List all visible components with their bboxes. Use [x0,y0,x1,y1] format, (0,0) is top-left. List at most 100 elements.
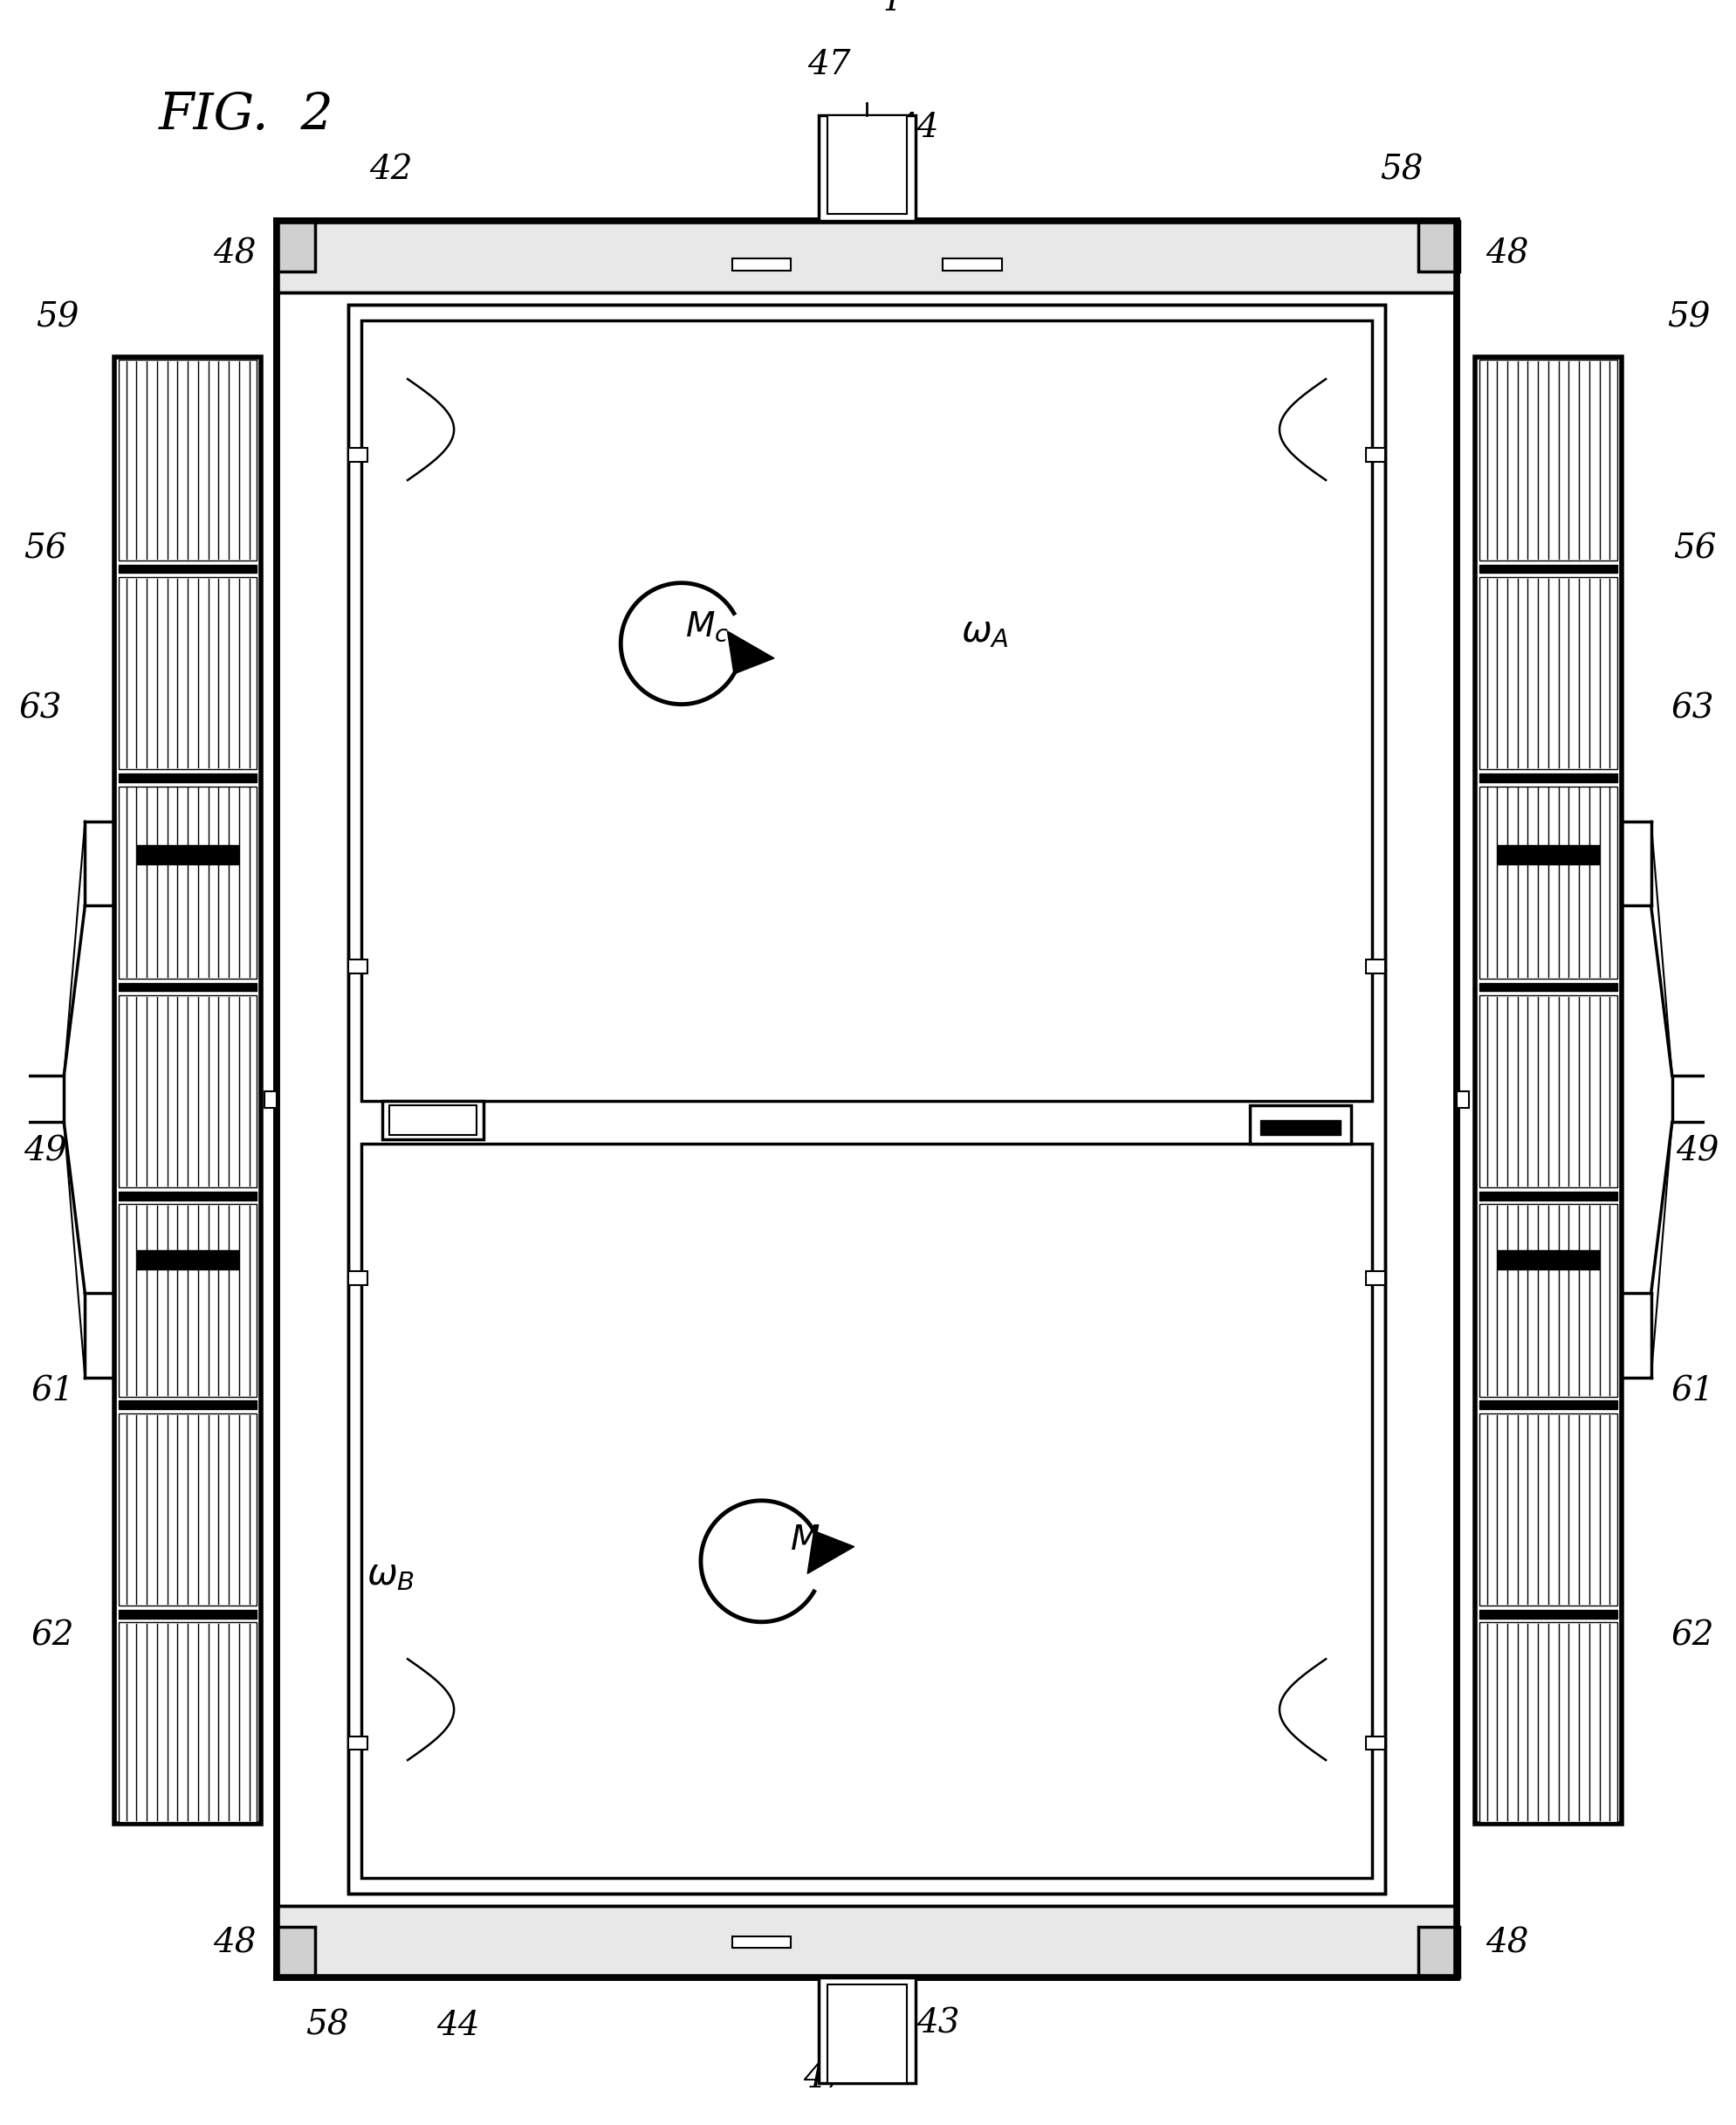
Bar [118,1624,257,1821]
Text: 58: 58 [306,2010,349,2042]
Text: 47: 47 [807,49,851,81]
Text: 57: 57 [970,423,1014,457]
Text: 44: 44 [1262,769,1305,801]
Bar [1366,1271,1384,1286]
Bar [1479,578,1616,769]
Bar [115,357,260,1823]
Bar [264,1090,278,1107]
Bar [349,1736,366,1751]
Bar [826,115,906,215]
Bar [118,1205,257,1396]
Bar [118,995,257,1188]
Bar [1479,1413,1616,1606]
Text: 48: 48 [1484,1927,1528,1959]
Bar [278,221,1457,1978]
Text: 49: 49 [934,1785,976,1817]
Text: 48: 48 [1484,238,1528,270]
Text: 62: 62 [1670,1619,1713,1653]
Text: 49: 49 [1675,1135,1719,1169]
Bar [274,1927,314,1978]
Bar [1479,578,1616,769]
Text: 51: 51 [719,988,762,1020]
Bar [278,221,1457,293]
Text: 57: 57 [479,423,521,457]
Text: 59: 59 [1667,302,1710,334]
Bar [1250,1105,1351,1143]
Bar [118,1413,257,1606]
Text: 49: 49 [597,1781,639,1813]
Bar [818,1978,915,2082]
Bar [349,304,1384,1893]
Text: Y: Y [880,0,903,17]
Text: 44: 44 [470,1009,514,1041]
Bar [382,1101,483,1139]
Text: 44: 44 [1262,1009,1305,1041]
Text: 44: 44 [896,113,939,145]
Text: 42: 42 [370,153,411,187]
Bar [1366,448,1384,461]
Bar [1479,995,1616,1188]
Text: 21: 21 [583,552,627,584]
Bar [1479,1624,1616,1821]
Bar [1479,1624,1616,1821]
Bar [1418,1927,1458,1978]
Bar [818,115,915,221]
Bar [943,259,1002,270]
Bar [731,1936,790,1949]
Bar [118,1624,257,1821]
Text: 49: 49 [424,659,467,693]
Bar [1479,1205,1616,1396]
Bar [1366,961,1384,973]
Bar [118,578,257,769]
Text: 48: 48 [214,238,257,270]
Text: 57: 57 [979,1566,1023,1598]
Text: 46: 46 [976,1352,1019,1383]
Bar [1479,786,1616,978]
Bar [1474,357,1621,1823]
Text: 43: 43 [917,2008,960,2040]
Bar [1479,359,1616,561]
Bar [1672,1075,1736,1122]
Text: 44: 44 [740,1039,783,1071]
Text: 46: 46 [1009,567,1052,599]
Bar [389,1105,476,1135]
Text: $\omega_A$: $\omega_A$ [960,612,1009,650]
Text: 49: 49 [1262,1250,1305,1281]
Text: 44: 44 [495,1468,538,1500]
Bar [1479,1205,1616,1396]
Bar [349,304,1384,1893]
Text: 63: 63 [19,693,62,725]
Bar [1479,786,1616,978]
Bar [118,786,257,978]
Bar [118,359,257,561]
Bar [1418,221,1458,272]
Bar [361,321,1371,1101]
Text: 59: 59 [36,302,80,334]
Text: 56: 56 [1672,533,1715,565]
Bar [0,1075,64,1122]
Text: 47: 47 [802,2063,845,2095]
Bar [118,578,257,769]
Bar [361,1143,1371,1878]
Bar [349,1271,366,1286]
Bar [1366,1736,1384,1751]
Text: 22: 22 [642,1553,686,1585]
Bar [1457,1090,1469,1107]
Text: G: G [351,1500,368,1522]
Text: B: B [656,1211,681,1243]
Text: 48: 48 [214,1927,257,1959]
Text: 44: 44 [554,1039,597,1071]
Text: $\omega_B$: $\omega_B$ [366,1556,415,1592]
Text: 46: 46 [429,1352,470,1383]
Text: 61: 61 [31,1375,75,1409]
Text: 44: 44 [1262,1468,1305,1500]
Text: 14: 14 [432,1258,476,1290]
Bar [826,1985,906,2082]
Text: 44: 44 [424,863,467,895]
Bar [118,995,257,1188]
Bar [349,961,366,973]
Text: 63: 63 [1670,693,1713,725]
Text: 62: 62 [31,1619,75,1653]
Text: 44: 44 [1262,1772,1305,1804]
Text: 13: 13 [979,659,1023,693]
